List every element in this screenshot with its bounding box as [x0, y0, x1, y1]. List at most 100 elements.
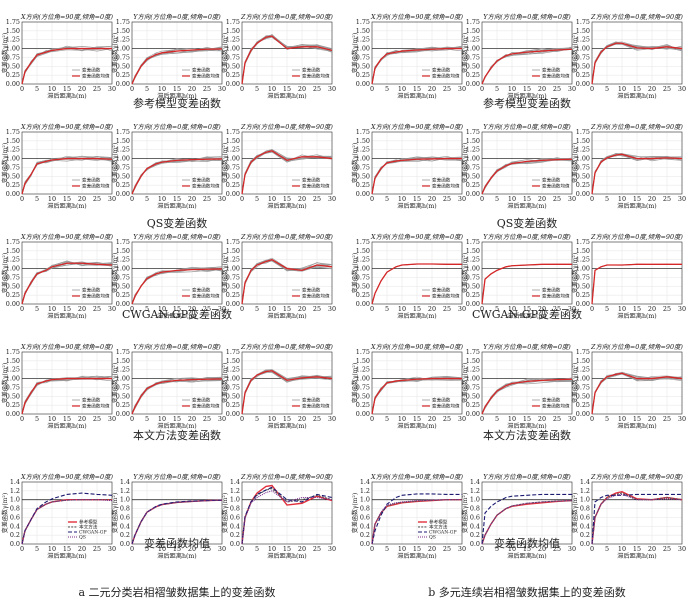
y-tick-label: 1.00 [116, 265, 130, 273]
legend-label: 变差函数均值 [542, 293, 570, 300]
y-tick-label: 1.75 [576, 128, 590, 136]
y-tick-label: 0.2 [10, 531, 20, 539]
y-tick-label: 1.25 [466, 146, 480, 154]
y-tick-label: 0.75 [356, 53, 370, 61]
panel-title: Y方向(方位角=0度,倾角=0度) [133, 233, 221, 241]
legend-label: 本文方法 [79, 524, 98, 531]
mean-line [241, 150, 333, 195]
y-tick-label: 0.00 [116, 190, 130, 198]
x-tick-label: 5 [255, 545, 259, 553]
x-tick-label: 0 [130, 195, 134, 203]
x-tick-label: 0 [130, 85, 134, 93]
y-tick-label: 1.75 [226, 18, 240, 26]
y-tick-label: 0.50 [226, 62, 240, 70]
y-tick-label: 0.75 [226, 163, 240, 171]
panel-a-ours-x: X方向(方位角=90度,倾角=0度)0.000.250.500.751.001.… [1, 343, 116, 430]
legend-label: 变差函数均值 [82, 293, 110, 300]
x-tick-label: 25 [443, 305, 451, 313]
series-line [481, 499, 573, 545]
x-tick-label: 15 [523, 195, 531, 203]
x-axis-label: 滞后距离h(m) [617, 422, 656, 430]
mean-line [131, 48, 223, 85]
x-tick-label: 25 [443, 545, 451, 553]
x-tick-label: 5 [145, 545, 149, 553]
x-tick-label: 0 [370, 85, 374, 93]
y-tick-label: 1.25 [116, 146, 130, 154]
y-tick-label: 1.75 [226, 238, 240, 246]
x-tick-label: 15 [63, 415, 71, 423]
plot-frame [481, 351, 573, 415]
x-axis-label: 滞后距离h(m) [617, 92, 656, 100]
x-tick-label: 15 [173, 85, 181, 93]
y-tick-label: 1.75 [466, 18, 480, 26]
legend-label: 变差函数 [302, 177, 321, 184]
x-axis-label: 滞后距离h(m) [157, 312, 196, 320]
x-tick-label: 10 [268, 85, 276, 93]
y-tick-label: 1.50 [576, 247, 590, 255]
series-line [21, 499, 113, 545]
x-tick-label: 0 [240, 415, 244, 423]
legend-label: 变差函数均值 [542, 183, 570, 190]
panel-title: Z方向(方位角=0度,倾角=90度) [590, 233, 683, 241]
y-tick-label: 1.75 [576, 18, 590, 26]
y-tick-label: 1.25 [466, 366, 480, 374]
y-tick-label: 1.00 [6, 375, 20, 383]
y-axis-label: 变差函数γ(m²) [461, 253, 469, 293]
series-line [131, 499, 223, 545]
plot-frame [591, 241, 683, 305]
y-tick-label: 1.00 [6, 155, 20, 163]
y-tick-label: 0.00 [466, 300, 480, 308]
panel-title: Y方向(方位角=0度,倾角=0度) [133, 473, 221, 481]
y-tick-label: 0.25 [226, 401, 240, 409]
panel-title: Z方向(方位角=0度,倾角=90度) [590, 343, 683, 351]
x-tick-label: 10 [48, 305, 56, 313]
x-axis-label: 滞后距离h(m) [507, 202, 546, 210]
y-tick-label: 0.0 [470, 540, 480, 548]
y-tick-label: 1.4 [360, 478, 370, 486]
y-tick-label: 0.0 [580, 540, 590, 548]
x-tick-label: 5 [35, 545, 39, 553]
y-tick-label: 1.25 [116, 256, 130, 264]
x-tick-label: 25 [93, 415, 101, 423]
y-tick-label: 0.6 [580, 513, 590, 521]
x-tick-label: 30 [328, 195, 336, 203]
x-tick-label: 5 [385, 85, 389, 93]
y-tick-label: 1.75 [226, 128, 240, 136]
x-tick-label: 30 [568, 305, 576, 313]
legend-label: 变差函数 [432, 67, 451, 74]
panel-title: Y方向(方位角=0度,倾角=0度) [483, 233, 571, 241]
y-tick-label: 0.75 [6, 383, 20, 391]
x-tick-label: 25 [553, 415, 561, 423]
x-tick-label: 15 [523, 545, 531, 553]
x-tick-label: 10 [268, 305, 276, 313]
x-tick-label: 5 [495, 305, 499, 313]
plot-frame [241, 351, 333, 415]
y-tick-label: 0.6 [230, 513, 240, 521]
y-axis-label: 变差函数γ(m²) [351, 363, 359, 403]
plot-frame [481, 21, 573, 85]
x-tick-label: 10 [618, 415, 626, 423]
panel-a-cw-z: Z方向(方位角=0度,倾角=90度)0.000.250.500.751.001.… [221, 233, 336, 320]
legend-label: 变差函数 [192, 177, 211, 184]
y-tick-label: 1.50 [576, 27, 590, 35]
x-tick-label: 20 [428, 545, 436, 553]
row-caption: 变差函数均值 [494, 536, 560, 550]
x-tick-label: 25 [203, 305, 211, 313]
legend-label: 变差函数 [82, 67, 101, 74]
y-tick-label: 0.25 [466, 71, 480, 79]
y-tick-label: 0.50 [576, 62, 590, 70]
panel-title: Z方向(方位角=0度,倾角=90度) [590, 123, 683, 131]
panel-title: Z方向(方位角=0度,倾角=90度) [240, 233, 333, 241]
x-tick-label: 5 [385, 415, 389, 423]
x-axis-label: 滞后距离h(m) [617, 552, 656, 560]
x-tick-label: 20 [428, 195, 436, 203]
legend-label: 变差函数 [192, 397, 211, 404]
x-tick-label: 0 [370, 195, 374, 203]
x-tick-label: 0 [590, 195, 594, 203]
y-tick-label: 0.50 [6, 172, 20, 180]
y-tick-label: 0.50 [116, 282, 130, 290]
x-tick-label: 10 [158, 195, 166, 203]
legend-label: 变差函数均值 [432, 73, 460, 80]
y-tick-label: 0.00 [356, 190, 370, 198]
x-tick-label: 20 [188, 415, 196, 423]
